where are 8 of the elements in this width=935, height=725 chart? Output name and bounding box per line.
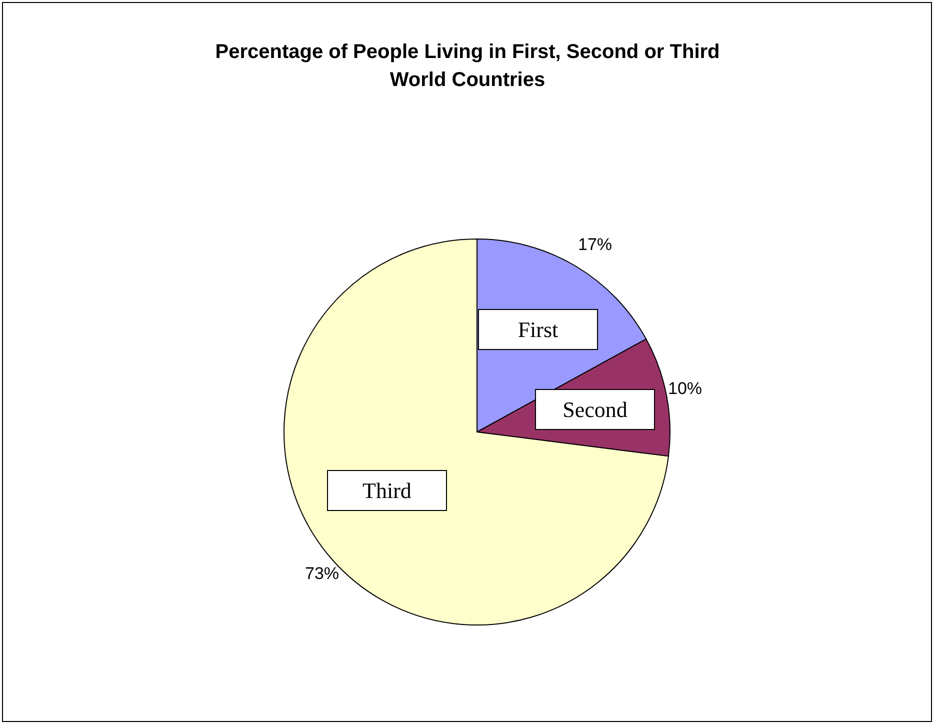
slice-label: Second <box>562 397 628 422</box>
data-label: 10% <box>668 379 702 398</box>
pie-slice <box>284 238 669 626</box>
data-label: 73% <box>305 564 340 583</box>
slice-label: Third <box>362 478 412 503</box>
data-label: 17% <box>578 235 612 254</box>
slice-label: First <box>518 317 558 342</box>
chart-title: Percentage of People Living in First, Second or Third World Countries <box>214 40 721 93</box>
